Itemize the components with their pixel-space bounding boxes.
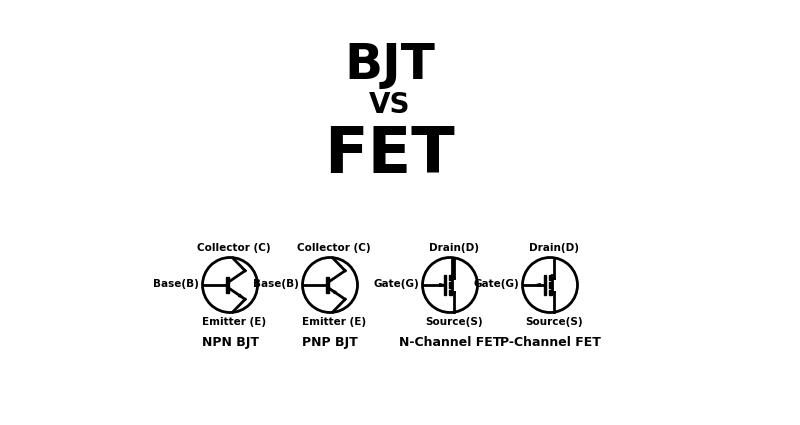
- Text: Source(S): Source(S): [426, 317, 483, 327]
- Polygon shape: [535, 283, 540, 286]
- Text: Base(B): Base(B): [154, 279, 199, 289]
- Polygon shape: [238, 294, 243, 298]
- Text: BJT: BJT: [345, 41, 435, 89]
- Bar: [549, 282, 552, 288]
- Bar: [226, 277, 230, 293]
- Text: Collector (C): Collector (C): [198, 243, 271, 252]
- Text: Source(S): Source(S): [526, 317, 583, 327]
- Text: PNP BJT: PNP BJT: [302, 336, 358, 349]
- Text: FET: FET: [325, 124, 455, 186]
- Text: Emitter (E): Emitter (E): [202, 317, 266, 327]
- Bar: [444, 275, 446, 295]
- Text: Emitter (E): Emitter (E): [302, 317, 366, 327]
- Bar: [326, 277, 330, 293]
- Bar: [449, 282, 452, 288]
- Text: Gate(G): Gate(G): [474, 279, 519, 289]
- Text: VS: VS: [370, 91, 410, 119]
- Text: Collector (C): Collector (C): [298, 243, 371, 252]
- Polygon shape: [439, 283, 445, 286]
- Text: Drain(D): Drain(D): [429, 243, 479, 252]
- Bar: [549, 290, 552, 295]
- Bar: [449, 275, 452, 280]
- Bar: [544, 275, 546, 295]
- Text: Drain(D): Drain(D): [529, 243, 579, 252]
- Text: NPN BJT: NPN BJT: [202, 336, 258, 349]
- Bar: [449, 290, 452, 295]
- Text: N-Channel FET: N-Channel FET: [399, 336, 501, 349]
- Text: P-Channel FET: P-Channel FET: [499, 336, 601, 349]
- Polygon shape: [331, 290, 336, 294]
- Text: Gate(G): Gate(G): [374, 279, 419, 289]
- Bar: [549, 275, 552, 280]
- Text: Base(B): Base(B): [254, 279, 299, 289]
